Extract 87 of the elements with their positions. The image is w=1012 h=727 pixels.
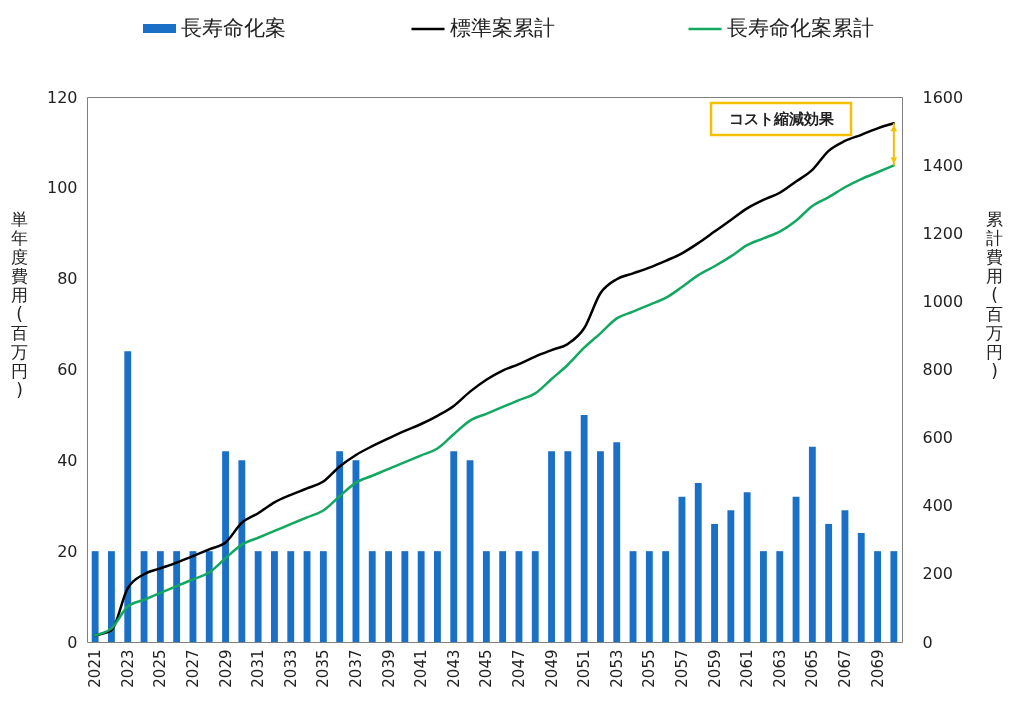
x-tick-label: 2037 — [346, 649, 365, 688]
bar — [434, 551, 441, 642]
y2-tick-label: 0 — [922, 632, 933, 652]
bar — [580, 414, 588, 642]
bar — [108, 551, 115, 642]
x-tick-label: 2035 — [314, 649, 333, 688]
y2-tick-label: 1600 — [922, 87, 964, 107]
bar — [124, 351, 132, 642]
text: 累計費用(百万円) — [986, 208, 1003, 381]
bar — [857, 533, 865, 642]
x-tick-label: 2069 — [868, 649, 887, 688]
bar — [254, 551, 262, 642]
bar — [287, 551, 295, 642]
bar — [776, 551, 784, 642]
bar — [564, 451, 572, 642]
x-tick-label: 2039 — [379, 649, 398, 688]
x-tick-label: 2023 — [118, 649, 137, 688]
x-tick-label: 2043 — [444, 649, 463, 688]
y2-tick-label: 1200 — [922, 223, 964, 243]
bar — [222, 451, 229, 642]
bar — [238, 460, 246, 642]
x-tick-label: 2033 — [281, 649, 300, 688]
x-tick-label: 2051 — [575, 649, 594, 688]
bar — [401, 551, 409, 642]
text: 単年度費用(百万円) — [11, 208, 28, 400]
x-tick-label: 2065 — [803, 649, 822, 688]
bar — [808, 446, 816, 642]
legend-label: 長寿命化案累計 — [727, 16, 874, 40]
x-tick-label: 2029 — [216, 649, 235, 688]
bar — [825, 523, 833, 642]
bar — [694, 483, 702, 642]
bar — [319, 551, 327, 642]
bar — [613, 442, 621, 642]
bar — [711, 523, 718, 642]
bar — [173, 551, 181, 642]
x-tick-label: 2031 — [249, 649, 268, 688]
legend-label: 長寿命化案 — [181, 15, 286, 40]
y2-tick-label: 1000 — [922, 291, 964, 311]
y-tick-label: 20 — [57, 541, 78, 561]
bar — [890, 551, 898, 642]
x-tick-label: 2041 — [412, 649, 431, 688]
y-tick-label: 40 — [57, 450, 78, 470]
bar — [548, 451, 555, 642]
bar — [760, 551, 767, 642]
x-tick-label: 2055 — [640, 649, 659, 688]
y-tick-label: 0 — [67, 632, 78, 652]
x-tick-label: 2053 — [607, 649, 626, 688]
annotation: コスト縮減効果 — [728, 110, 835, 128]
y-tick-label: 120 — [46, 87, 78, 107]
bar — [91, 551, 99, 642]
x-tick-label: 2047 — [509, 649, 528, 688]
bar — [205, 551, 213, 642]
x-tick-label: 2067 — [835, 649, 854, 688]
legend-label: 標準案累計 — [450, 16, 555, 40]
bar — [417, 551, 425, 642]
bar — [156, 551, 164, 642]
x-tick-label: 2057 — [672, 649, 691, 688]
y2-tick-label: 200 — [922, 564, 954, 584]
bar — [482, 551, 490, 642]
bar — [271, 551, 278, 642]
x-tick-label: 2045 — [477, 649, 496, 688]
y-tick-label: 60 — [57, 360, 78, 379]
bar — [662, 551, 670, 642]
bar — [336, 451, 344, 642]
x-tick-label: 2063 — [770, 649, 789, 688]
x-tick-label: 2021 — [86, 649, 105, 688]
y2-tick-label: 1400 — [922, 155, 964, 175]
bar — [385, 551, 392, 642]
x-tick-label: 2059 — [705, 649, 724, 688]
bar — [499, 551, 507, 642]
bar — [727, 510, 735, 642]
y2-tick-label: 600 — [922, 428, 954, 448]
y-tick-label: 100 — [46, 178, 78, 198]
bar — [645, 551, 653, 642]
y-tick-label: 80 — [57, 269, 78, 289]
y2-tick-label: 800 — [922, 360, 954, 379]
bar — [368, 551, 376, 642]
bar — [531, 551, 539, 642]
x-tick-label: 2025 — [151, 649, 170, 688]
x-tick-label: 2061 — [738, 649, 757, 688]
x-tick-label: 2049 — [542, 649, 561, 688]
bar — [450, 451, 458, 642]
y2-tick-label: 400 — [922, 496, 954, 516]
bar — [743, 492, 751, 642]
bar — [874, 551, 881, 642]
x-tick-label: 2027 — [183, 649, 202, 688]
bar — [597, 451, 604, 642]
